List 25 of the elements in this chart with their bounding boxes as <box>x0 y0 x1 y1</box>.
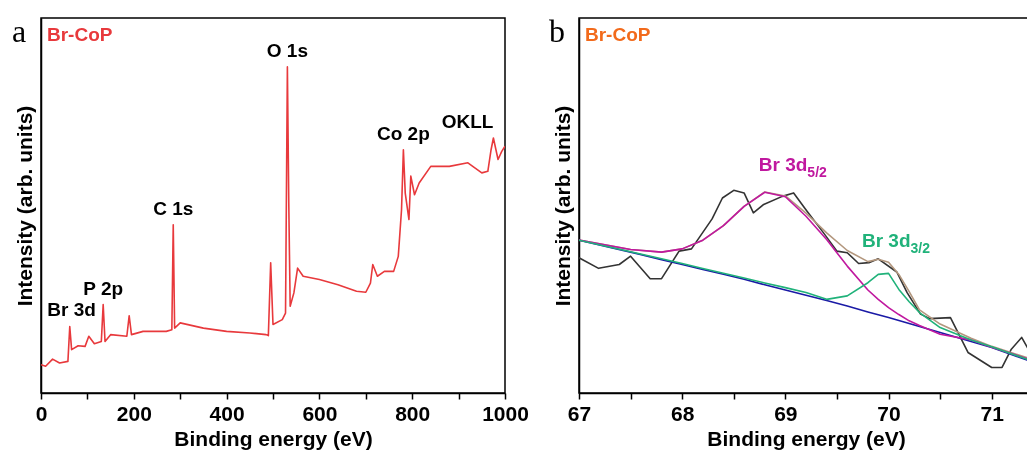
annotation: O 1s <box>266 39 308 61</box>
x-tick-label: 200 <box>116 401 152 425</box>
x-tick-label: 69 <box>774 401 798 425</box>
text: Br-CoP <box>47 24 113 45</box>
x-tick-label: 71 <box>980 401 1005 425</box>
x-axis-title: Binding energy (eV) <box>174 426 373 450</box>
x-tick-label: 70 <box>877 401 901 425</box>
annotation: Co 2p <box>376 122 430 144</box>
x-tick-label: 600 <box>302 401 338 425</box>
y-axis-title: Intensity (arb. units) <box>550 105 574 307</box>
x-tick-label: 67 <box>567 401 592 425</box>
annotation: C 1s <box>153 197 194 219</box>
x-axis-title: Binding energy (eV) <box>707 426 906 450</box>
x-tick-label: 68 <box>671 401 695 425</box>
x-tick-label: 400 <box>209 401 245 425</box>
annotation: OKLL <box>441 111 494 132</box>
y-axis-title: Intensity (arb. units) <box>12 105 36 307</box>
x-tick-label: 0 <box>35 401 48 425</box>
annotation: Br 3d <box>47 299 96 321</box>
annotation: P 2p <box>83 277 124 299</box>
chart-title: b <box>549 13 565 49</box>
x-tick-label: 1000 <box>482 401 529 425</box>
chart-title: a <box>11 13 27 49</box>
text: Br-CoP <box>585 24 651 45</box>
x-tick-label: 800 <box>395 401 431 425</box>
